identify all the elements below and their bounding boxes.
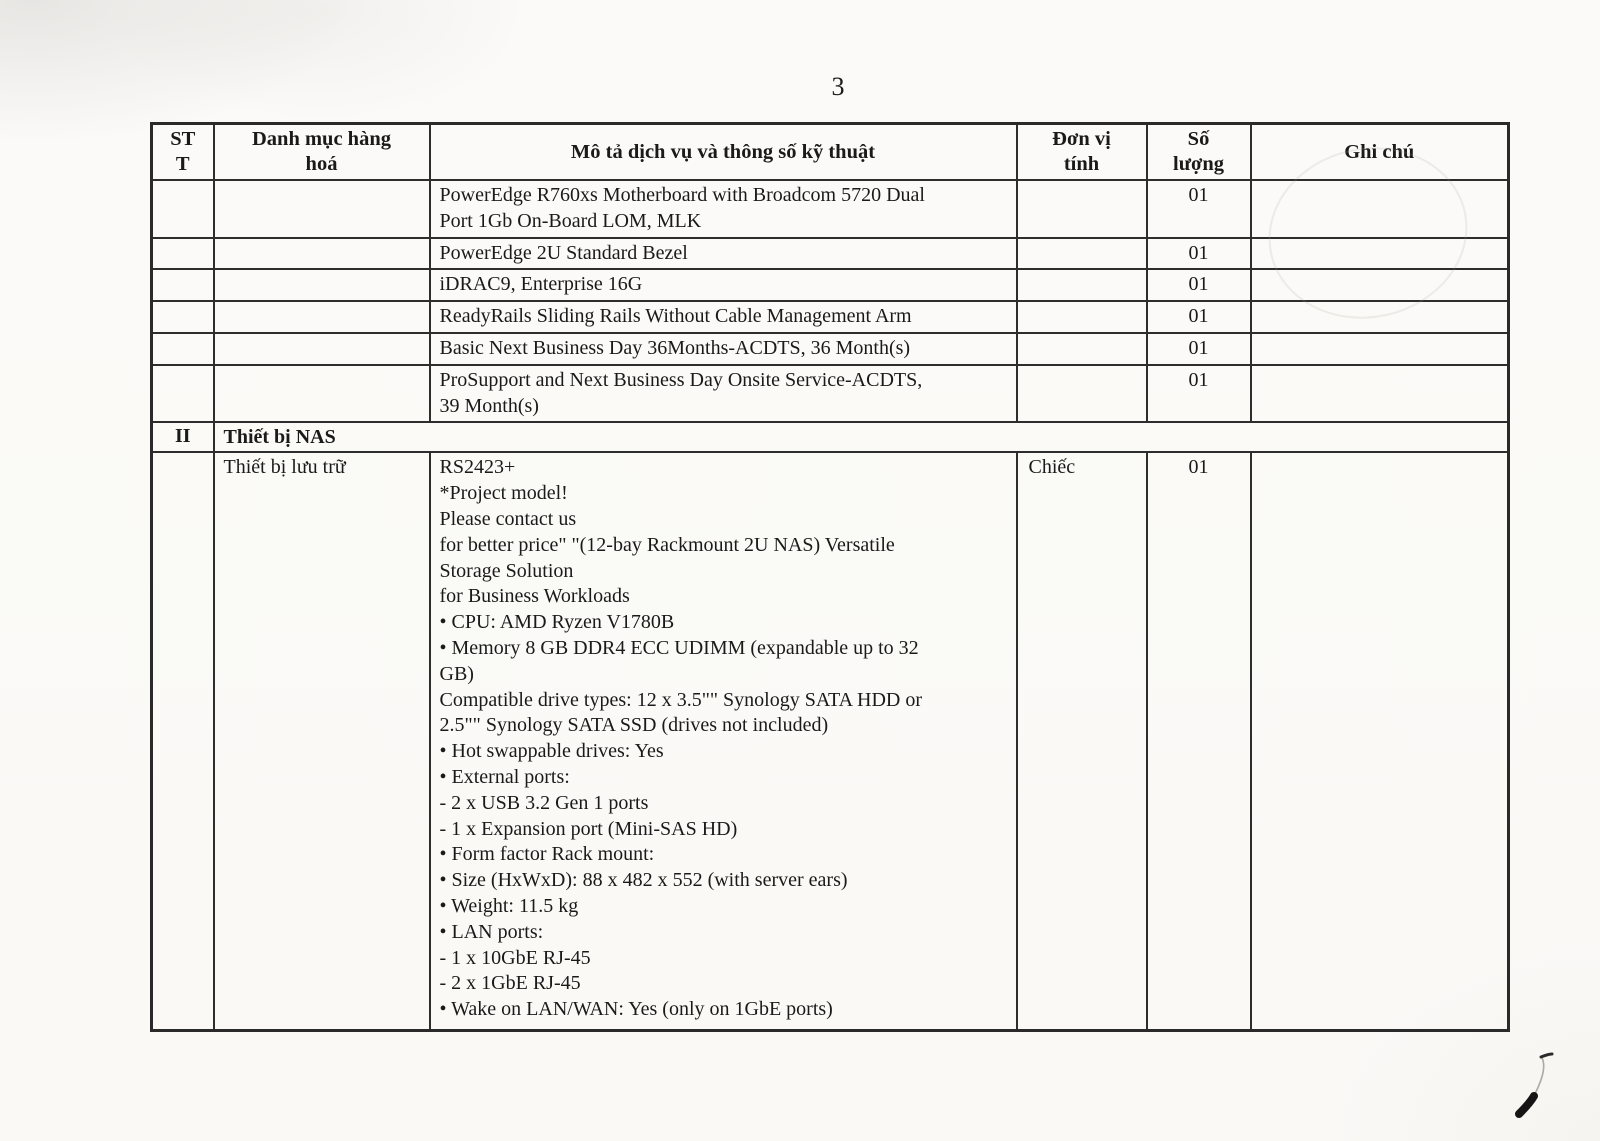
cell-note: [1249, 363, 1510, 424]
cell-unit: [1015, 179, 1148, 239]
cell-note: [1249, 451, 1510, 1032]
cell-description: ProSupport and Next Business Day Onsite …: [428, 363, 1018, 424]
cell-stt: [150, 179, 215, 239]
cell-unit: [1015, 331, 1148, 366]
col-header-stt: ST T: [150, 122, 215, 181]
table-header-row: ST T Danh mục hàng hoá Mô tả dịch vụ và …: [150, 122, 1510, 181]
cell-stt: [150, 236, 215, 271]
cell-stt: [150, 363, 215, 424]
cell-quantity: 01: [1145, 236, 1252, 271]
table-row: ReadyRails Sliding Rails Without Cable M…: [150, 300, 1510, 334]
cell-stt: [150, 300, 215, 334]
cell-category: [212, 300, 431, 334]
table-row: Thiết bị lưu trữ RS2423+ *Project model!…: [150, 451, 1510, 1032]
cell-category: [212, 236, 431, 271]
cell-unit: [1015, 236, 1148, 271]
cell-description: Basic Next Business Day 36Months-ACDTS, …: [428, 331, 1018, 366]
col-header-quantity: Số lượng: [1145, 122, 1252, 181]
cell-note: [1249, 179, 1510, 239]
pen-mark-icon: [1515, 1052, 1554, 1118]
cell-note: [1249, 331, 1510, 366]
col-header-category: Danh mục hàng hoá: [212, 122, 431, 181]
table-row: iDRAC9, Enterprise 16G 01: [150, 268, 1510, 303]
table-row: PowerEdge 2U Standard Bezel 01: [150, 236, 1510, 271]
cell-quantity: 01: [1145, 451, 1252, 1032]
cell-note: [1249, 268, 1510, 303]
cell-quantity: 01: [1145, 363, 1252, 424]
cell-unit: [1015, 363, 1148, 424]
col-header-unit: Đơn vị tính: [1015, 122, 1148, 181]
cell-category: Thiết bị lưu trữ: [212, 451, 431, 1032]
section-row-nas: II Thiết bị NAS: [150, 421, 1510, 454]
cell-description: iDRAC9, Enterprise 16G: [428, 268, 1018, 303]
cell-quantity: 01: [1145, 179, 1252, 239]
cell-description: PowerEdge R760xs Motherboard with Broadc…: [428, 179, 1018, 239]
page-number: 3: [831, 72, 845, 101]
cell-unit: [1015, 268, 1148, 303]
cell-quantity: 01: [1145, 331, 1252, 366]
cell-section-number: II: [150, 421, 215, 454]
cell-unit: [1015, 300, 1148, 334]
cell-stt: [150, 451, 215, 1032]
cell-section-title: Thiết bị NAS: [212, 421, 1510, 454]
items-table: ST T Danh mục hàng hoá Mô tả dịch vụ và …: [150, 122, 1510, 1032]
col-header-note: Ghi chú: [1249, 122, 1510, 181]
cell-category: [212, 363, 431, 424]
col-header-description: Mô tả dịch vụ và thông số kỹ thuật: [428, 122, 1018, 181]
table-row: PowerEdge R760xs Motherboard with Broadc…: [150, 179, 1510, 239]
cell-category: [212, 179, 431, 239]
table-row: Basic Next Business Day 36Months-ACDTS, …: [150, 331, 1510, 366]
cell-description: PowerEdge 2U Standard Bezel: [428, 236, 1018, 271]
cell-unit: Chiếc: [1015, 451, 1148, 1032]
cell-description: ReadyRails Sliding Rails Without Cable M…: [428, 300, 1018, 334]
cell-category: [212, 268, 431, 303]
cell-category: [212, 331, 431, 366]
cell-quantity: 01: [1145, 300, 1252, 334]
cell-note: [1249, 300, 1510, 334]
cell-stt: [150, 268, 215, 303]
cell-note: [1249, 236, 1510, 271]
table-row: ProSupport and Next Business Day Onsite …: [150, 363, 1510, 424]
cell-stt: [150, 331, 215, 366]
cell-description: RS2423+ *Project model! Please contact u…: [428, 451, 1018, 1032]
cell-quantity: 01: [1145, 268, 1252, 303]
